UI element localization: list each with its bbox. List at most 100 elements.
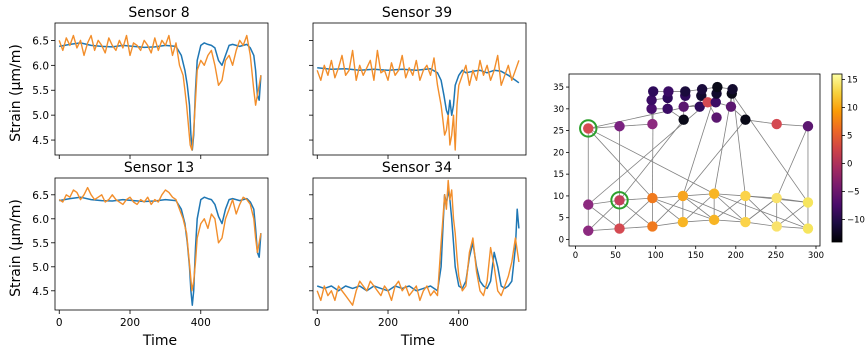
graph-node <box>680 86 691 97</box>
graph-edge <box>776 226 808 229</box>
y-tick-label: 0 <box>559 235 564 245</box>
graph-edge <box>745 197 777 223</box>
graph-node <box>771 118 782 130</box>
graph-node <box>771 221 782 232</box>
colorbar-tick-label: 10 <box>847 104 858 114</box>
y-tick-label: 30 <box>553 105 564 115</box>
y-axis-label: Strain (μm/m) <box>8 44 24 142</box>
graph-node <box>647 221 658 232</box>
y-tick-label: 5.0 <box>32 110 49 122</box>
graph-edge <box>588 228 620 232</box>
graph-edge <box>619 226 653 229</box>
axes-frame <box>54 177 269 311</box>
graph-node <box>696 84 708 95</box>
x-tick-label: 400 <box>191 317 211 329</box>
graph-node <box>708 214 720 226</box>
graph-edge <box>587 101 708 205</box>
graph-edge <box>731 93 809 203</box>
graph-node <box>802 223 814 234</box>
series-line-1 <box>316 179 520 306</box>
graph-edge <box>745 221 777 227</box>
graph-edge <box>619 119 684 201</box>
graph-edge <box>714 193 809 229</box>
x-axis-label: Time <box>142 333 177 349</box>
graph-node <box>678 114 689 125</box>
x-tick-label: 200 <box>378 317 398 329</box>
sensor-34-panel: Sensor 34 Time 0 200 400 <box>309 160 527 349</box>
series-line-1 <box>58 34 262 151</box>
graph-node <box>614 121 625 132</box>
colorbar-gradient <box>832 74 842 242</box>
colorbar-frame <box>831 73 843 243</box>
y-tick-label: 20 <box>553 148 564 158</box>
y-tick-label: 6.0 <box>32 60 49 72</box>
panel-title: Sensor 13 <box>124 160 194 176</box>
graph-edge <box>776 126 809 199</box>
graph-node <box>646 103 657 115</box>
y-tick-label: 5.5 <box>32 85 49 97</box>
graph-node <box>662 103 673 115</box>
y-tick-label: 6.5 <box>32 35 49 47</box>
panel-title: Sensor 8 <box>128 5 189 21</box>
graph-node <box>802 121 814 132</box>
series-line-0 <box>316 189 520 292</box>
x-tick-label: 250 <box>768 251 784 261</box>
graph-node <box>702 97 713 108</box>
x-tick-label: 0 <box>573 251 578 261</box>
graph-edge <box>714 219 746 223</box>
colorbar: 15 10 5 0 −5 −10 <box>831 73 865 243</box>
series-line-1 <box>316 49 520 151</box>
y-tick-label: 4.5 <box>32 135 49 147</box>
graph-node <box>725 101 737 112</box>
graph-edge <box>714 193 746 197</box>
graph-node <box>708 188 720 199</box>
y-tick-label: 5.0 <box>32 262 49 274</box>
x-tick-label: 150 <box>688 251 704 261</box>
graph-edge <box>588 204 620 229</box>
x-tick-label: 50 <box>610 251 621 261</box>
x-tick-label: 200 <box>728 251 744 261</box>
graph-node <box>647 192 658 204</box>
colorbar-tick-label: 15 <box>847 76 858 86</box>
highlight-ring <box>610 191 629 210</box>
y-tick-label: 10 <box>553 192 564 202</box>
series-line-0 <box>59 42 262 151</box>
graph-edge <box>776 197 809 229</box>
graph-node <box>614 195 625 206</box>
y-tick-label: 4.5 <box>32 286 49 298</box>
graph-edge <box>652 197 715 221</box>
axes-frame <box>54 22 269 156</box>
graph-edge <box>587 128 653 199</box>
graph-node <box>710 97 721 108</box>
colorbar-tick-label: 0 <box>847 160 852 170</box>
y-axis-label: Strain (μm/m) <box>8 199 24 297</box>
graph-edge <box>619 197 653 201</box>
graph-node <box>712 81 723 93</box>
y-tick-label: 15 <box>553 170 564 180</box>
graph-node <box>648 86 659 97</box>
series-line-0 <box>59 196 262 306</box>
x-tick-label: 300 <box>808 251 824 261</box>
graph-node <box>711 112 722 123</box>
graph-node <box>802 197 814 208</box>
graph-edge <box>682 193 715 197</box>
graph-node <box>663 86 674 97</box>
graph-edge <box>619 197 653 229</box>
highlight-ring <box>579 119 598 138</box>
series-line-0 <box>317 67 520 116</box>
graph-edge <box>652 197 684 223</box>
graph-node <box>583 225 594 236</box>
graph-node <box>677 190 689 202</box>
graph-node <box>646 94 657 106</box>
x-tick-label: 400 <box>449 317 469 329</box>
graph-edge <box>682 195 746 223</box>
colorbar-tick-label: −5 <box>847 188 860 198</box>
y-tick-label: 5.5 <box>32 238 49 250</box>
graph-edge <box>776 123 808 127</box>
graph-edge <box>588 199 620 206</box>
graph-edge <box>588 125 620 129</box>
y-tick-label: 6.0 <box>32 214 49 226</box>
graph-node <box>583 199 594 210</box>
y-tick-label: 25 <box>553 127 564 137</box>
graph-edge <box>652 195 684 227</box>
